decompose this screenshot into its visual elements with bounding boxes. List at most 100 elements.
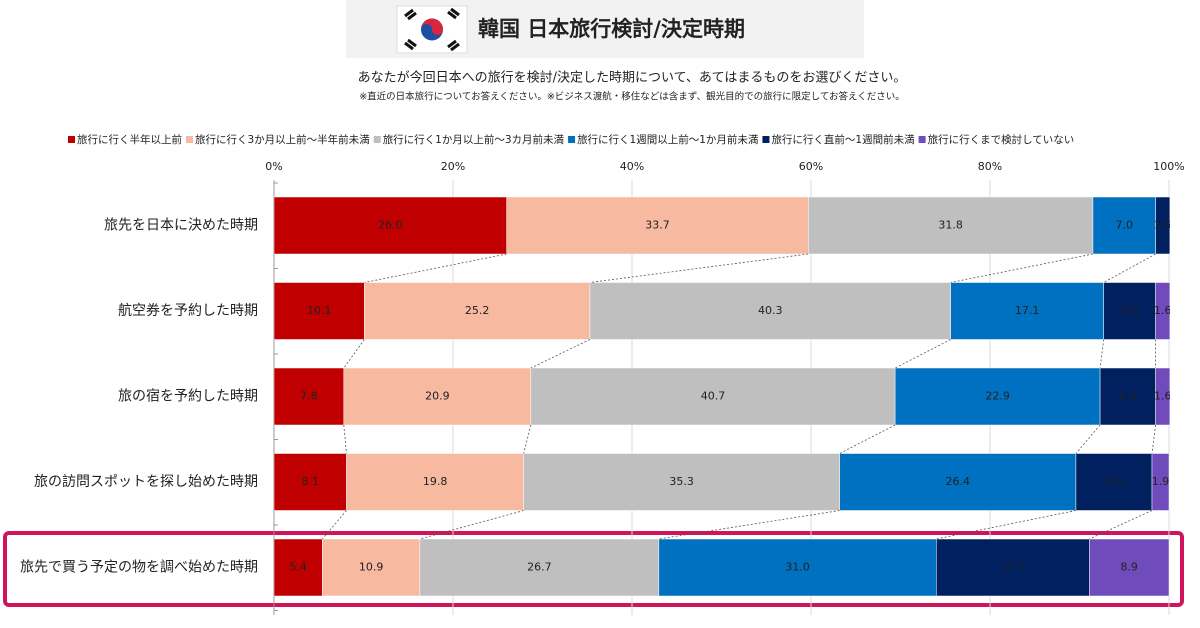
bar-segment — [274, 196, 507, 255]
legend-swatch — [68, 136, 75, 143]
legend-swatch — [373, 136, 381, 143]
bar-segment — [1092, 196, 1156, 255]
x-tick-label: 60% — [799, 160, 823, 173]
data-label: 35.3 — [669, 475, 694, 488]
connector-line — [419, 510, 524, 540]
data-label: 33.7 — [645, 219, 670, 232]
bar-segment — [1075, 453, 1153, 511]
legend-label: 旅行に行く3か月以上前～半年前未満 — [195, 133, 370, 146]
x-tick-label: 40% — [620, 160, 644, 173]
connector-line — [364, 253, 507, 283]
x-tick-label: 100% — [1153, 160, 1184, 173]
bar-segment — [936, 538, 1090, 597]
data-label: 10.1 — [307, 304, 332, 317]
bar-segment — [1099, 367, 1156, 426]
connector-line — [530, 339, 591, 369]
bar-segment — [530, 367, 896, 426]
data-label: 26.0 — [378, 219, 403, 232]
plot: 26.0 33.7 31.8 7.0 1.6 10.1 25.2 40.3 17.1 5.8 1.6… — [274, 196, 1172, 597]
legend-label: 旅行に行くまで検討していない — [928, 133, 1075, 146]
y-tick-label: 旅の宿を予約した時期 — [118, 388, 258, 405]
legend-swatch — [762, 136, 770, 143]
data-label: 40.7 — [701, 390, 726, 403]
connector-line — [950, 253, 1094, 283]
data-label: 7.0 — [1116, 219, 1134, 232]
data-label: 40.3 — [758, 304, 783, 317]
bar-segment — [274, 282, 365, 340]
bar-segment — [346, 453, 524, 511]
legend-label: 旅行に行く直前～1週間前未満 — [771, 133, 915, 146]
data-label: 22.9 — [985, 390, 1010, 403]
connector-line — [894, 339, 951, 369]
data-label: 7.8 — [300, 390, 318, 403]
legend-swatch — [918, 136, 926, 143]
subtitle: あなたが今回日本への旅行を検討/決定した時期について、あてはまるものをお選びくだ… — [358, 70, 907, 86]
data-label: 8.5 — [1105, 475, 1123, 488]
bar-segment — [808, 196, 1094, 255]
legend-label: 旅行に行く半年以上前 — [77, 133, 182, 146]
bar-segment — [1089, 538, 1170, 597]
bar-segment — [839, 453, 1077, 511]
chart-title: 韓国 日本旅行検討/決定時期 — [478, 17, 745, 41]
y-tick-label: 旅先を日本に決めた時期 — [104, 218, 258, 234]
connector-line — [1075, 424, 1101, 454]
data-label: 26.4 — [946, 475, 971, 488]
x-tick-label: 80% — [978, 160, 1002, 173]
bar-segment — [523, 453, 840, 511]
x-tick-label: 20% — [441, 160, 465, 173]
data-label: 17.1 — [1001, 561, 1026, 574]
note: ※直近の日本旅行についてお答えください。※ビジネス渡航・移住などは含まず、観光目… — [359, 91, 905, 103]
data-label: 20.9 — [425, 390, 450, 403]
legend-swatch — [186, 136, 193, 143]
connector-line — [523, 424, 532, 454]
connector-line — [658, 510, 840, 540]
data-label: 17.1 — [1015, 304, 1040, 317]
connector-line — [343, 424, 347, 454]
y-tick-label: 航空券を予約した時期 — [118, 303, 258, 319]
data-label: 1.6 — [1154, 304, 1172, 317]
connector-line — [1151, 424, 1156, 454]
legend-label: 旅行に行く1週間以上前～1か月前未満 — [577, 133, 759, 146]
y-tick-label: 旅の訪問スポットを探し始めた時期 — [34, 474, 258, 490]
highlight-box — [3, 531, 1184, 607]
data-label: 26.7 — [527, 561, 552, 574]
bar-segment — [343, 367, 532, 426]
bar-segment — [364, 282, 591, 340]
data-label: 1.6 — [1154, 390, 1172, 403]
data-label: 19.8 — [423, 475, 448, 488]
data-label: 8.1 — [301, 475, 319, 488]
bar-segment — [419, 538, 660, 597]
bar-segment — [274, 538, 323, 597]
bar-segment — [322, 538, 421, 597]
bar-segment — [950, 282, 1104, 340]
data-label: 1.6 — [1154, 219, 1172, 232]
bar-segment — [589, 282, 951, 340]
bar-segment — [894, 367, 1101, 426]
legend-swatch — [568, 136, 576, 143]
bar-segment — [1151, 453, 1170, 511]
x-tick-label: 0% — [265, 160, 282, 173]
data-label: 31.8 — [938, 219, 963, 232]
connector-line — [589, 253, 809, 283]
data-label: 5.4 — [289, 561, 307, 574]
data-label: 8.9 — [1120, 561, 1138, 574]
legend-label: 旅行に行く1か月以上前～3カ月前未満 — [383, 133, 565, 146]
connector-line — [1089, 510, 1153, 540]
data-label: 5.8 — [1121, 304, 1139, 317]
bar-segment — [274, 367, 345, 426]
y-tick-label: 旅先で買う予定の物を調べ始めた時期 — [20, 560, 258, 576]
connector-line — [1103, 253, 1156, 283]
data-label: 10.9 — [359, 561, 384, 574]
bar-segment — [658, 538, 937, 597]
bar-segment — [1155, 196, 1170, 255]
connector-line — [839, 424, 896, 454]
data-label: 25.2 — [465, 304, 490, 317]
data-label: 31.0 — [785, 561, 810, 574]
connector-line — [343, 339, 365, 369]
data-label: 6.2 — [1119, 390, 1137, 403]
bar-segment — [1155, 367, 1170, 426]
bar-segment — [1155, 282, 1170, 340]
data-label: 1.9 — [1152, 475, 1170, 488]
connector-line — [1099, 339, 1105, 369]
